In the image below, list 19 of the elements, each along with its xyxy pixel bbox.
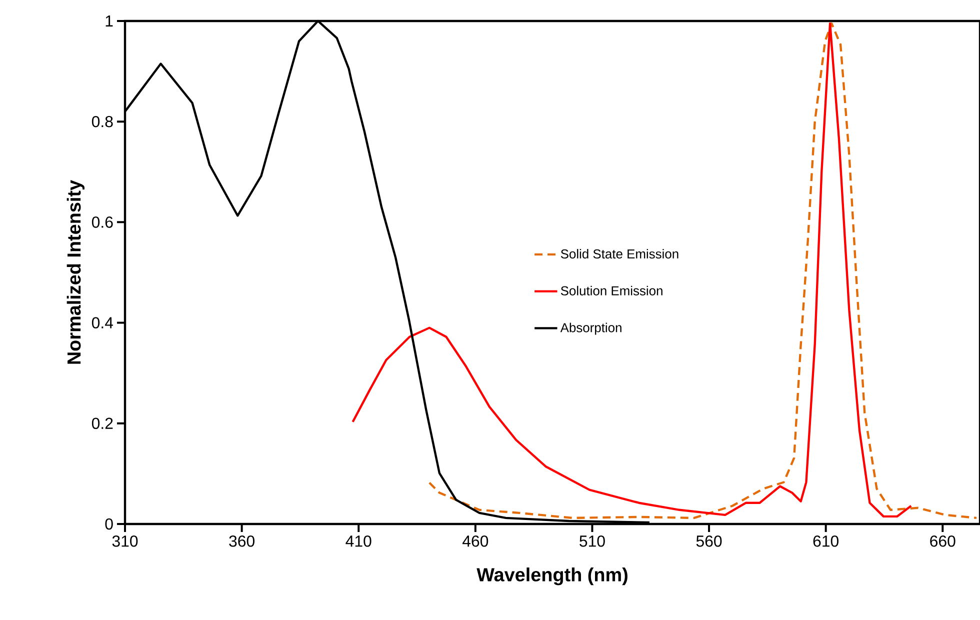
x-tick-label: 360 — [229, 536, 254, 547]
y-tick-label: 0.2 — [92, 418, 113, 430]
x-tick-label: 660 — [930, 536, 956, 547]
x-tick-label: 410 — [346, 536, 372, 547]
legend-label: Absorption — [560, 322, 622, 335]
x-tick-label: 310 — [112, 536, 138, 547]
legend-label: Solution Emission — [560, 286, 662, 296]
x-tick-label: 610 — [813, 536, 838, 547]
x-tick-label: 510 — [580, 536, 605, 547]
y-tick-label: 0 — [105, 518, 113, 530]
y-axis-title: Normalized Intensity — [66, 180, 84, 364]
y-tick-label: 0.4 — [92, 317, 114, 328]
y-tick-label: 1 — [106, 15, 113, 26]
legend-label: Solid State Emission — [560, 249, 678, 259]
y-tick-label: 0.6 — [92, 216, 113, 228]
x-tick-label: 460 — [462, 536, 488, 547]
x-axis-title: Wavelength (nm) — [476, 568, 628, 586]
x-tick-label: 560 — [696, 536, 722, 547]
y-tick-label: 0.8 — [92, 116, 113, 128]
